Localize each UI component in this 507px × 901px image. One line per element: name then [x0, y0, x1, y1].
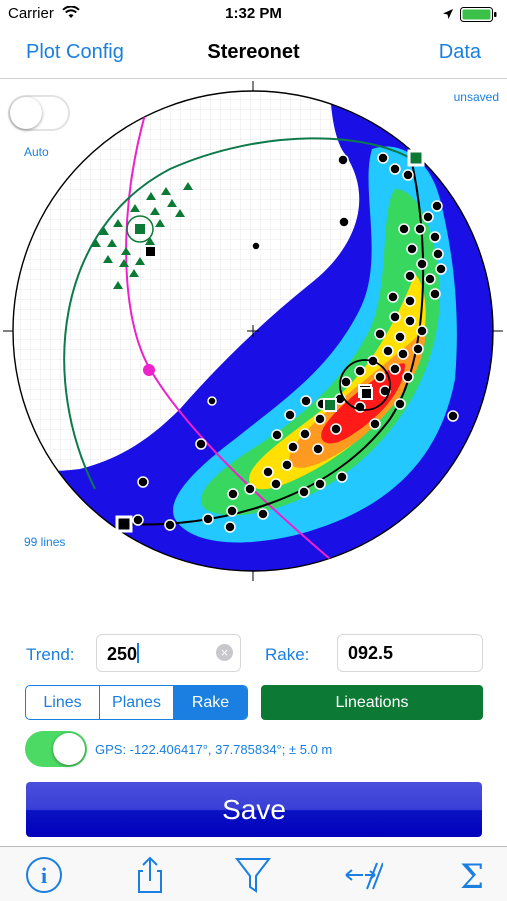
trend-input[interactable]: 250 [96, 634, 241, 672]
trend-label: Trend: [26, 645, 75, 664]
lineation-markers [91, 182, 193, 289]
rake-input[interactable]: 092.5 [337, 634, 483, 672]
segment-planes[interactable]: Planes [100, 686, 174, 719]
auto-label: Auto [24, 145, 49, 159]
page-title: Stereonet [207, 41, 300, 63]
clear-trend-icon[interactable]: × [216, 644, 233, 661]
wifi-icon [62, 5, 80, 18]
fault-slip-icon[interactable] [343, 855, 383, 895]
svg-text:i: i [41, 863, 47, 888]
toggle-knob [10, 97, 42, 129]
location-arrow-icon [443, 9, 453, 19]
category-button[interactable]: Lineations [261, 685, 483, 720]
save-state-label: unsaved [453, 90, 499, 104]
stereonet-plot[interactable] [0, 79, 507, 599]
measurement-type-segment: Lines Planes Rake [25, 685, 248, 720]
segment-rake[interactable]: Rake [174, 686, 247, 719]
filter-icon[interactable] [233, 855, 273, 895]
save-button[interactable]: Save [26, 782, 482, 837]
gps-toggle[interactable] [25, 731, 87, 767]
svg-text:Σ: Σ [460, 857, 484, 895]
share-icon[interactable] [130, 855, 170, 895]
carrier-label: Carrier [8, 5, 80, 22]
auto-toggle[interactable] [8, 95, 70, 131]
info-icon[interactable]: i [24, 855, 64, 895]
plot-config-button[interactable]: Plot Config [26, 41, 124, 63]
data-button[interactable]: Data [438, 41, 481, 63]
battery-icon [460, 7, 497, 22]
navigation-bar: Plot Config Stereonet Data [0, 28, 507, 79]
density-contours [13, 91, 493, 571]
segment-lines[interactable]: Lines [26, 686, 100, 719]
line-count-label: 99 lines [24, 535, 66, 549]
gps-readout: GPS: -122.406417°, 37.785834°; ± 5.0 m [95, 742, 333, 757]
sigma-icon[interactable]: Σ [452, 855, 492, 895]
rake-label: Rake: [265, 645, 310, 664]
tab-bar: i Σ [0, 846, 507, 901]
toggle-knob [53, 733, 85, 765]
status-bar: Carrier 1:32 PM [0, 0, 507, 28]
status-time: 1:32 PM [225, 5, 282, 22]
